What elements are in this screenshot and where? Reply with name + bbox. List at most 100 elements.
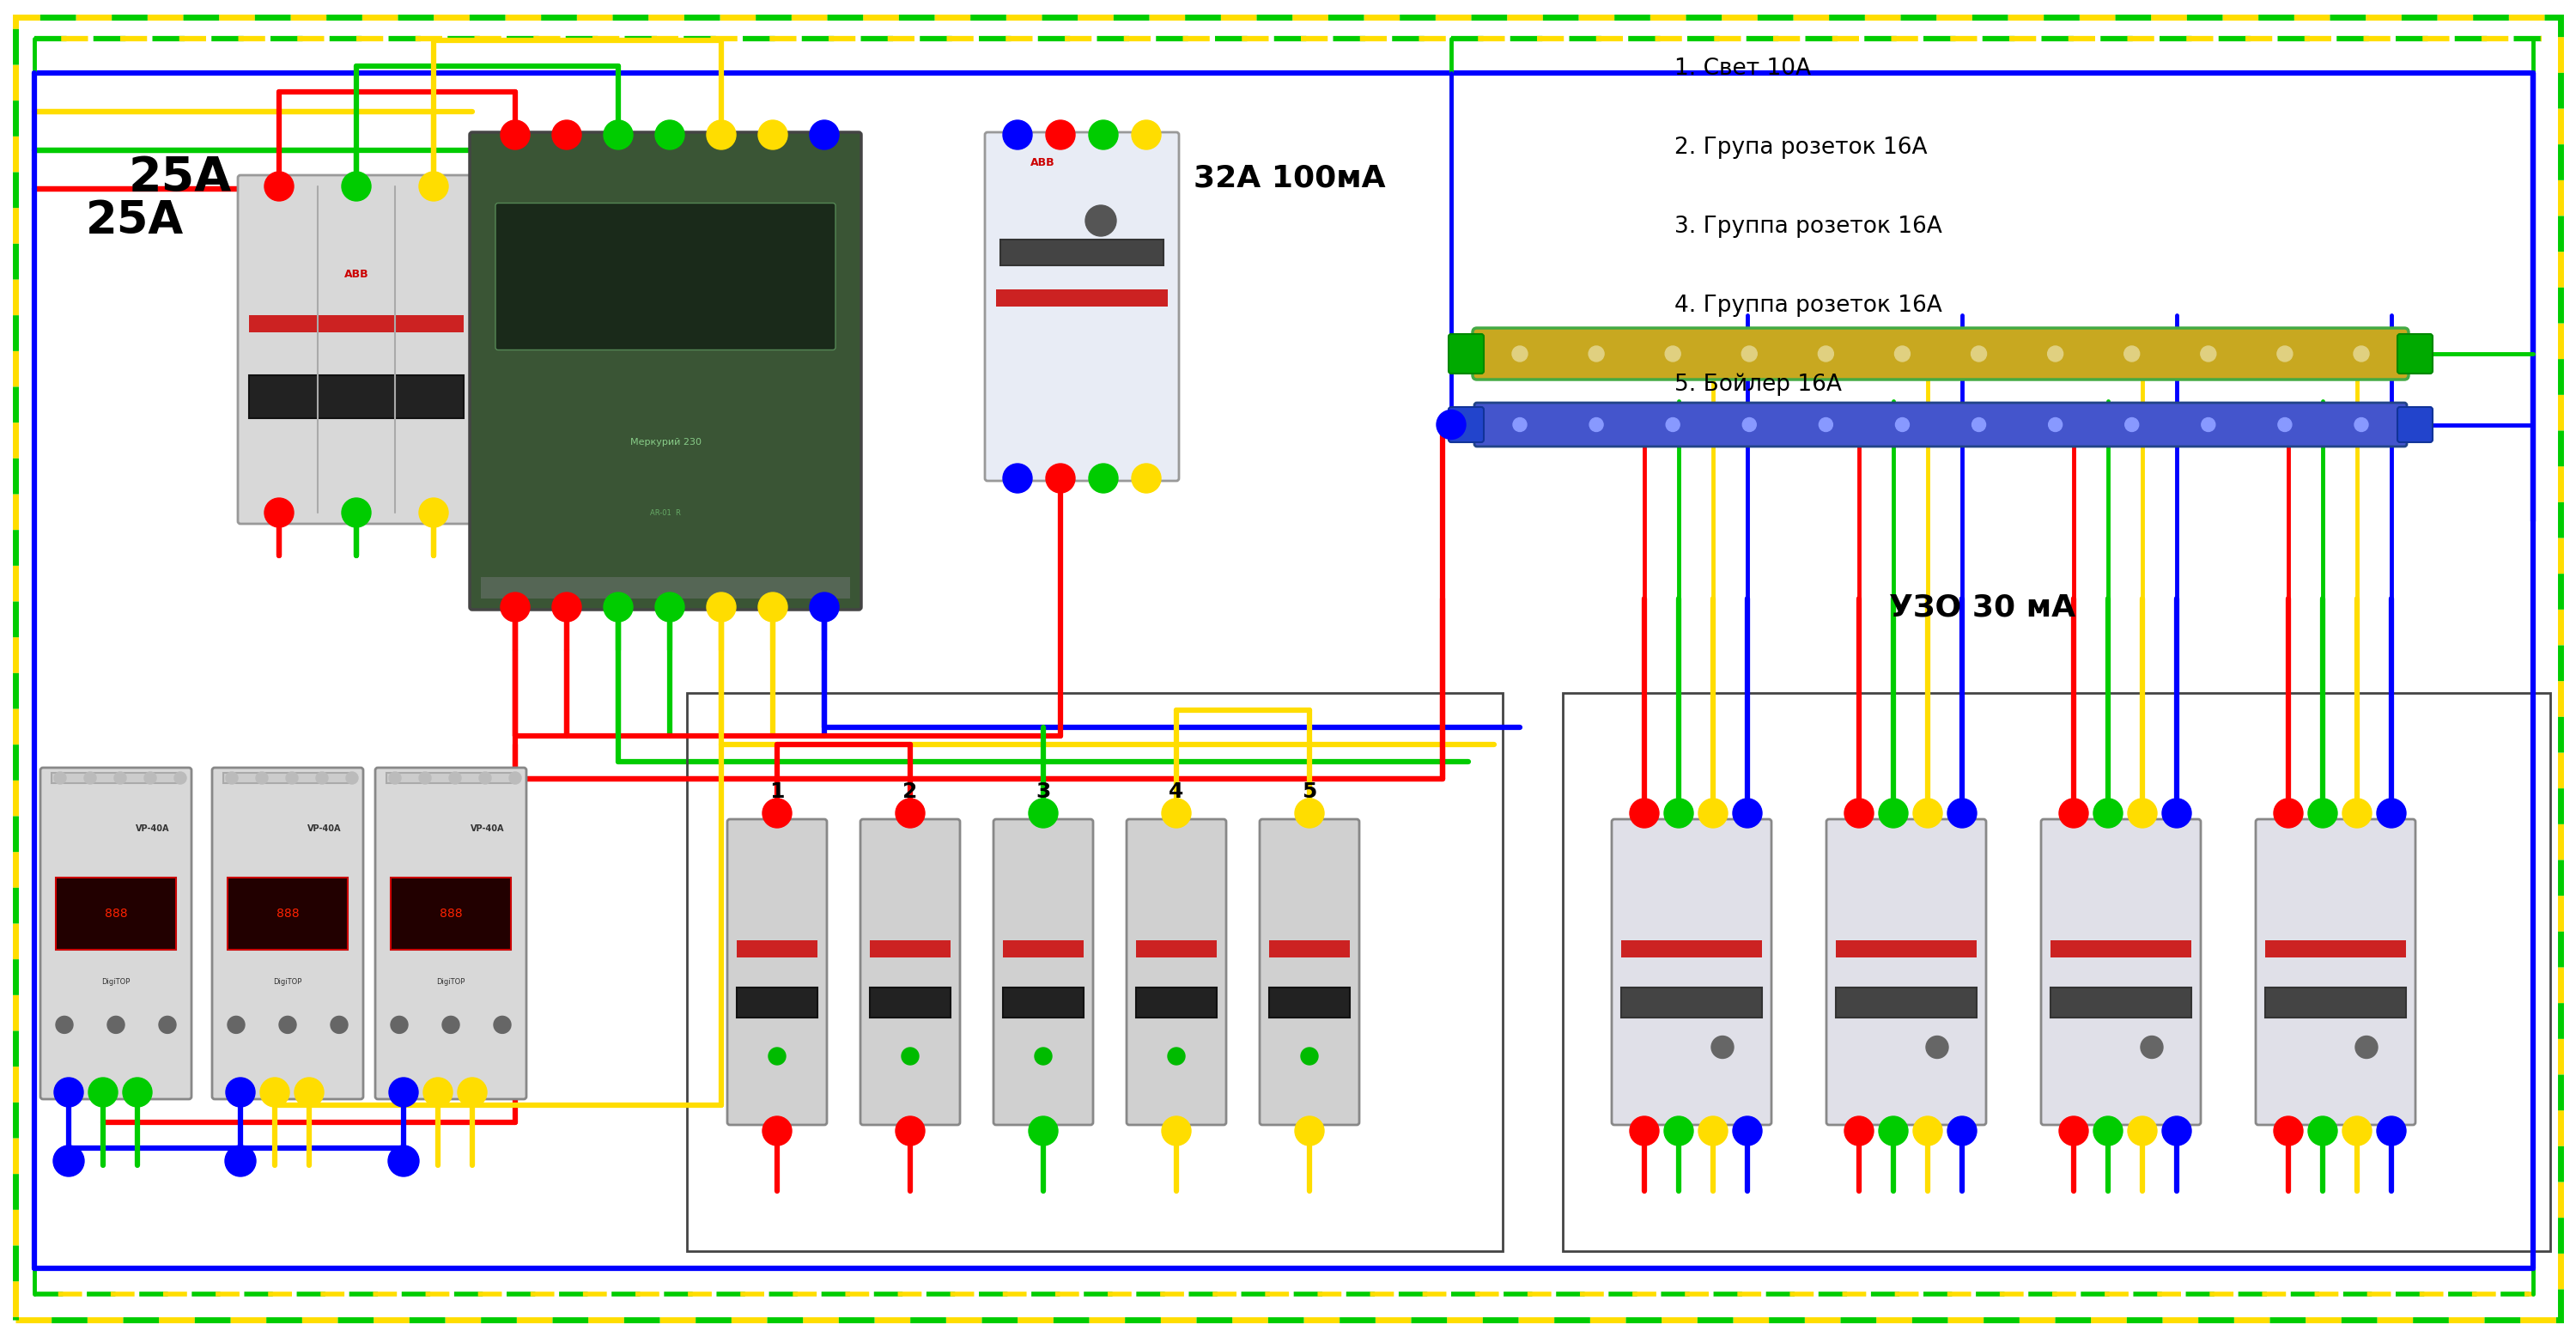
Circle shape: [902, 1048, 920, 1064]
Circle shape: [2128, 1116, 2156, 1146]
Circle shape: [389, 1078, 417, 1107]
Circle shape: [706, 120, 737, 150]
Circle shape: [2354, 1036, 2378, 1059]
Circle shape: [2342, 1116, 2372, 1146]
Bar: [2264, 940, 2406, 957]
Bar: [1270, 987, 1350, 1017]
Circle shape: [459, 1078, 487, 1107]
Circle shape: [57, 1016, 72, 1034]
Circle shape: [1844, 798, 1873, 828]
Circle shape: [1589, 346, 1605, 361]
FancyBboxPatch shape: [2040, 820, 2200, 1124]
Bar: [871, 987, 951, 1017]
Text: 5: 5: [1301, 781, 1316, 802]
Text: АR-01  R: АR-01 R: [649, 509, 680, 516]
Circle shape: [54, 1146, 85, 1177]
Bar: [227, 878, 348, 949]
Circle shape: [108, 1016, 124, 1034]
Circle shape: [1090, 120, 1118, 150]
Circle shape: [2308, 1116, 2336, 1146]
FancyBboxPatch shape: [495, 203, 835, 350]
Circle shape: [1301, 1048, 1319, 1064]
Circle shape: [603, 592, 634, 622]
Circle shape: [2277, 417, 2293, 432]
Circle shape: [1631, 1116, 1659, 1146]
Circle shape: [896, 798, 925, 828]
Bar: [688, 693, 1502, 1251]
Circle shape: [809, 592, 840, 622]
Text: 4. Группа розеток 16А: 4. Группа розеток 16А: [1674, 294, 1942, 317]
FancyBboxPatch shape: [2257, 820, 2416, 1124]
Circle shape: [1947, 1116, 1976, 1146]
Circle shape: [1162, 1116, 1190, 1146]
Bar: [1837, 940, 1976, 957]
Circle shape: [1914, 798, 1942, 828]
Circle shape: [265, 499, 294, 527]
Text: 3: 3: [1036, 781, 1051, 802]
Bar: [250, 316, 464, 333]
Bar: [1136, 987, 1216, 1017]
Text: 2: 2: [902, 781, 917, 802]
Bar: [2264, 987, 2406, 1017]
Circle shape: [1084, 206, 1115, 237]
FancyBboxPatch shape: [1473, 328, 2409, 380]
Circle shape: [2094, 1116, 2123, 1146]
Circle shape: [2048, 417, 2063, 432]
Circle shape: [1741, 346, 1757, 361]
Circle shape: [345, 771, 358, 783]
Bar: [250, 376, 464, 418]
Circle shape: [2308, 798, 2336, 828]
Circle shape: [175, 771, 185, 783]
Bar: [871, 940, 951, 957]
Bar: [224, 773, 353, 783]
Circle shape: [654, 120, 685, 150]
Circle shape: [420, 499, 448, 527]
Circle shape: [1698, 1116, 1728, 1146]
Circle shape: [1512, 417, 1528, 432]
Circle shape: [1914, 1116, 1942, 1146]
Circle shape: [1741, 417, 1757, 432]
Circle shape: [1927, 1036, 1947, 1059]
Text: 32A 100мА: 32A 100мА: [1193, 163, 1386, 193]
Circle shape: [1162, 798, 1190, 828]
Bar: [1270, 940, 1350, 957]
Text: Меркурий 230: Меркурий 230: [629, 437, 701, 447]
Circle shape: [762, 1116, 791, 1146]
Circle shape: [392, 1016, 407, 1034]
Text: VP-40A: VP-40A: [307, 825, 340, 833]
Circle shape: [1167, 1048, 1185, 1064]
Text: VP-40A: VP-40A: [471, 825, 505, 833]
Circle shape: [227, 1078, 255, 1107]
Circle shape: [1036, 1048, 1051, 1064]
FancyBboxPatch shape: [376, 767, 526, 1099]
Circle shape: [2354, 346, 2370, 361]
Circle shape: [1002, 464, 1033, 493]
Circle shape: [2200, 346, 2215, 361]
Circle shape: [422, 1078, 453, 1107]
Circle shape: [160, 1016, 175, 1034]
Circle shape: [144, 771, 157, 783]
Text: 25A: 25A: [129, 155, 232, 201]
Circle shape: [757, 120, 788, 150]
Text: 888: 888: [106, 908, 126, 920]
Text: 4: 4: [1170, 781, 1185, 802]
Circle shape: [1664, 346, 1680, 361]
Circle shape: [1046, 120, 1074, 150]
Circle shape: [286, 771, 299, 783]
Circle shape: [278, 1016, 296, 1034]
Circle shape: [227, 1016, 245, 1034]
FancyBboxPatch shape: [1473, 402, 2406, 447]
Circle shape: [551, 120, 582, 150]
FancyBboxPatch shape: [1448, 334, 1484, 373]
Circle shape: [343, 499, 371, 527]
Circle shape: [1844, 1116, 1873, 1146]
Circle shape: [1734, 1116, 1762, 1146]
FancyBboxPatch shape: [2398, 406, 2432, 443]
Text: ABB: ABB: [1030, 156, 1056, 168]
Bar: [1837, 987, 1976, 1017]
Circle shape: [1896, 417, 1909, 432]
Circle shape: [2161, 1116, 2192, 1146]
Bar: [386, 773, 515, 783]
Circle shape: [1437, 410, 1466, 440]
Circle shape: [1664, 1116, 1692, 1146]
